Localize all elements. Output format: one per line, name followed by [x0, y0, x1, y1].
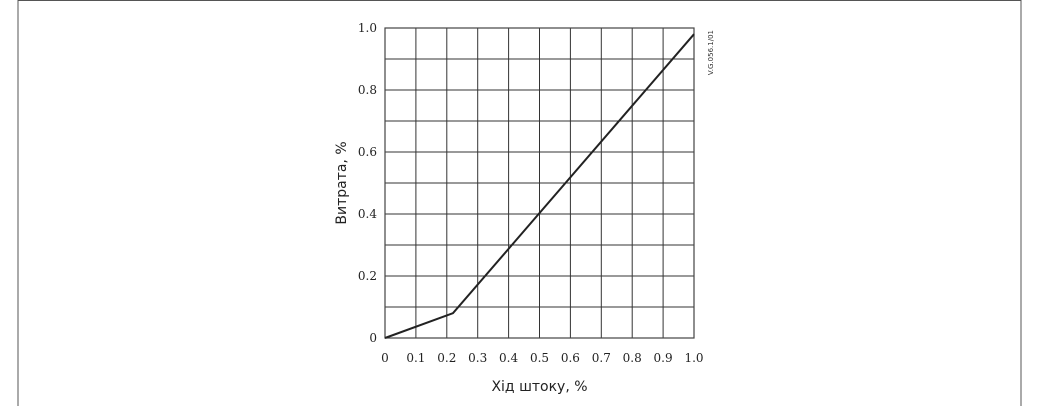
x-tick-label: 0.7	[592, 351, 611, 365]
y-tick-label: 0.4	[358, 207, 377, 221]
x-tick-label: 0.1	[406, 351, 425, 365]
x-tick-label: 0.5	[530, 351, 549, 365]
plot-border	[384, 27, 695, 339]
y-tick-label: 0	[369, 331, 377, 345]
y-tick-labels: 0 0.2 0.4 0.6 0.8 1.0	[358, 21, 377, 345]
x-tick-label: 0.3	[468, 351, 487, 365]
drawing-code-annotation: V.G.056.1/01	[707, 30, 715, 75]
x-tick-label: 0.6	[561, 351, 580, 365]
grid	[384, 27, 695, 339]
y-tick-label: 1.0	[358, 21, 377, 35]
y-tick-label: 0.8	[358, 83, 377, 97]
plot-area	[384, 27, 695, 339]
x-tick-label: 0.9	[654, 351, 673, 365]
y-tick-label: 0.2	[358, 269, 377, 283]
x-tick-label: 0.2	[437, 351, 456, 365]
series-group	[384, 33, 695, 339]
x-tick-label: 0.8	[623, 351, 642, 365]
x-tick-label: 0	[381, 351, 389, 365]
y-tick-label: 0.6	[358, 145, 377, 159]
y-axis-title: Витрата, %	[334, 141, 350, 224]
x-axis-title: Хід штоку, %	[491, 379, 587, 395]
x-tick-labels: 0 0.1 0.2 0.3 0.4 0.5 0.6 0.7 0.8 0.9 1.0	[381, 351, 703, 365]
x-tick-label: 0.4	[499, 351, 518, 365]
series-line-0	[384, 33, 695, 339]
x-tick-label: 1.0	[684, 351, 703, 365]
